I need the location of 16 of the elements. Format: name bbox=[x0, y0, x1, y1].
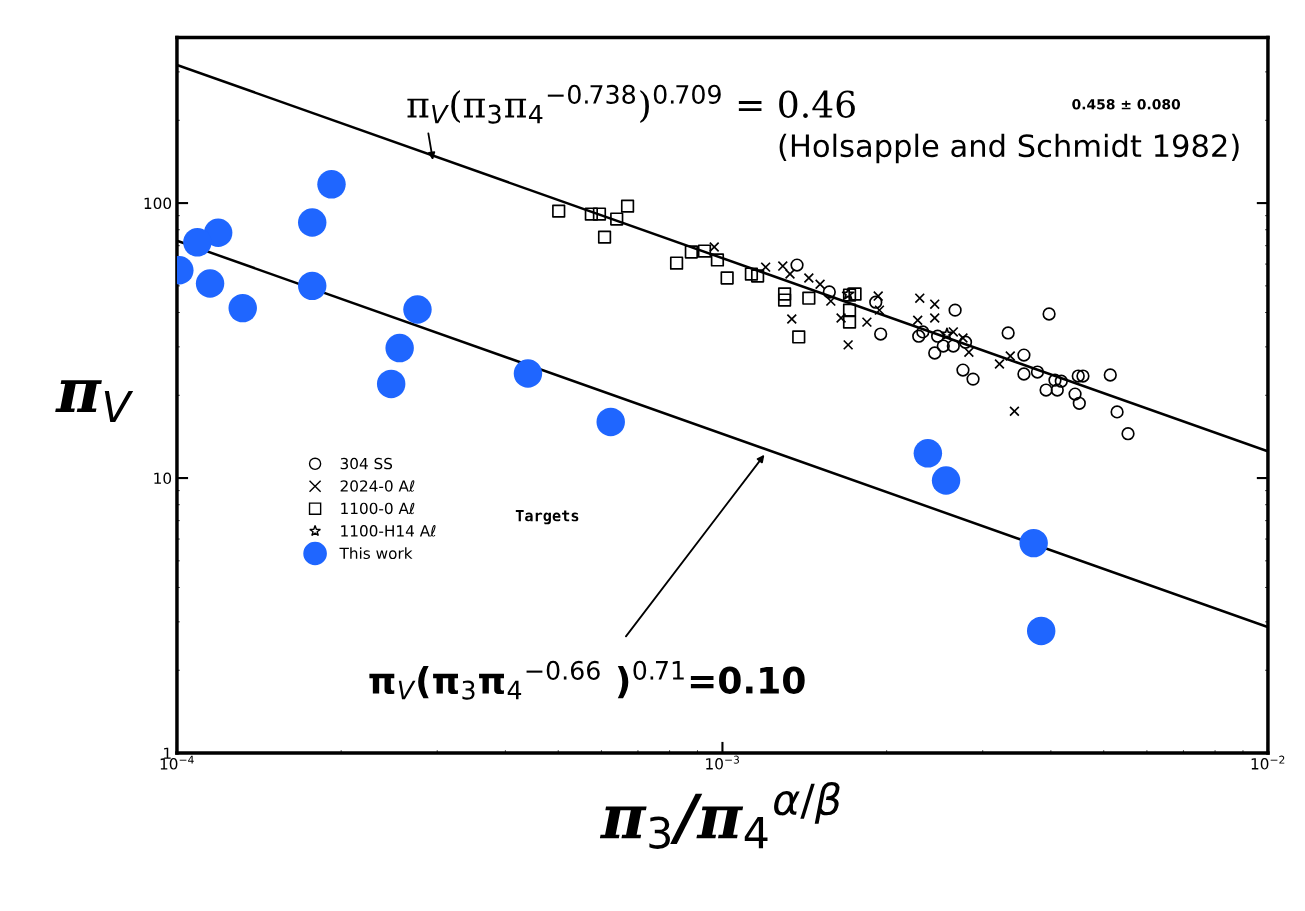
annotation: 0.458 ± 0.080 bbox=[1072, 99, 1181, 110]
y-tick-label: 10 bbox=[154, 472, 172, 485]
legend-label: 2024-0 Aℓ bbox=[340, 480, 415, 492]
x-axis-title: π$_{3}$/π$_{4}$$^{α/β}$ bbox=[599, 782, 840, 849]
legend-label: 1100-H14 Aℓ bbox=[341, 525, 436, 537]
text: π$_{V}$(π$_{3}$π$_{4}$$^{−0.66}$ )$^{0.71}$=0.10 bbox=[369, 660, 805, 700]
x-tick-label: 10$^{−2}$ bbox=[1251, 755, 1285, 770]
legend-label: 1100-0 Aℓ bbox=[341, 502, 415, 515]
annotation: Targets bbox=[515, 510, 579, 525]
x-tick-label: 10$^{−3}$ bbox=[706, 755, 739, 770]
text: π$_{V}$(π$_{3}$π$_{4}$$^{−0.738}$)$^{0.709}$ = 0.46 bbox=[407, 84, 855, 124]
legend-label: This work bbox=[339, 547, 413, 560]
legend-label: 304 SS bbox=[340, 457, 393, 470]
y-axis-title: π$_{V}$ bbox=[55, 380, 134, 423]
y-tick-label: 100 bbox=[144, 197, 172, 210]
annotation: (Holsapple and Schmidt 1982) bbox=[779, 133, 1239, 164]
